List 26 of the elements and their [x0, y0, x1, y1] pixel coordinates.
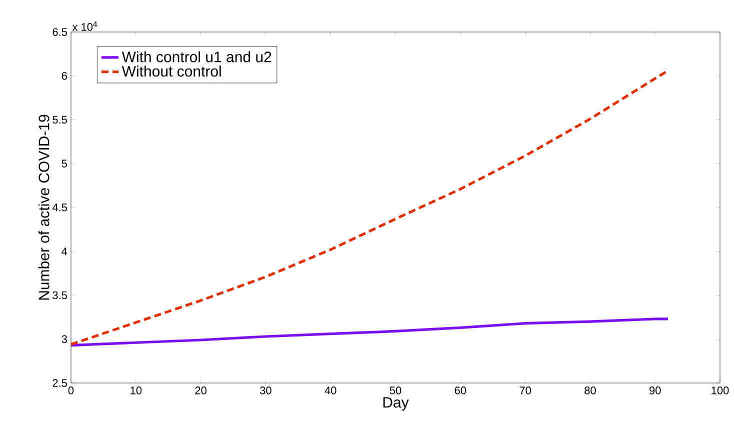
- y-axis-title: Number of active COVID-19: [38, 114, 50, 300]
- x-tick-label: 50: [390, 386, 402, 394]
- x-tick-label: 10: [130, 386, 142, 394]
- x-tick-label: 0: [68, 386, 74, 394]
- line-series: [70, 318, 670, 347]
- y-tick-label: 3.5: [52, 291, 67, 300]
- x-tick-label: 100: [712, 386, 729, 394]
- y-tick-label: 3: [62, 335, 67, 344]
- legend-label: Without control: [122, 66, 221, 77]
- y-tick-label: 6: [62, 72, 67, 80]
- y-tick-label: 5.5: [52, 116, 67, 124]
- x-axis-title: Day: [383, 397, 409, 411]
- y-tick-label: 6.5: [52, 28, 67, 36]
- text: x 10$^{4}$: [72, 21, 98, 31]
- y-tick-label: 4.5: [52, 204, 67, 212]
- x-tick-label: 60: [454, 386, 466, 394]
- x-tick-label: 30: [260, 386, 272, 394]
- x-tick-label: 40: [324, 386, 336, 394]
- y-tick-label: 5: [62, 160, 67, 168]
- y-tick-label: 4: [62, 248, 68, 256]
- x-tick-label: 80: [584, 386, 596, 394]
- x-tick-label: 90: [650, 386, 661, 394]
- legend-label: With control u1 and u2: [122, 51, 272, 62]
- x-tick-label: 20: [195, 386, 206, 394]
- x-tick-label: 70: [520, 386, 531, 394]
- y-tick-label: 2.5: [52, 379, 67, 387]
